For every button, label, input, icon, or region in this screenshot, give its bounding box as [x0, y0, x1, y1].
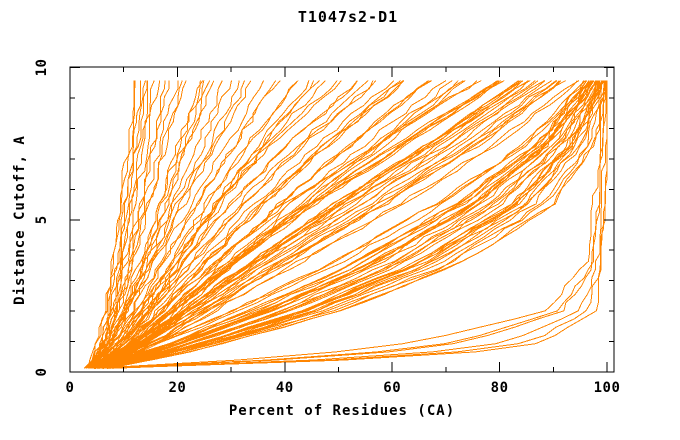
model-curve [104, 80, 607, 369]
model-curve [85, 80, 179, 369]
model-curve [93, 80, 377, 369]
model-curve [87, 80, 338, 369]
model-curve [92, 80, 478, 369]
x-tick-label: 80 [491, 380, 509, 396]
model-curve [90, 80, 587, 369]
model-curve [94, 80, 211, 369]
plot-title: T1047s2-D1 [297, 8, 399, 26]
model-curve [89, 80, 187, 369]
x-tick-label: 100 [594, 380, 621, 396]
model-curve [89, 80, 264, 369]
x-tick-label: 60 [383, 380, 401, 396]
model-curves-layer [83, 80, 608, 369]
model-curve [93, 80, 374, 369]
model-curve [98, 80, 326, 369]
model-curve [92, 80, 594, 369]
model-curve [95, 80, 588, 369]
model-curve [88, 80, 369, 369]
model-curve [93, 80, 358, 369]
model-curve [98, 80, 453, 369]
model-curve [102, 80, 607, 369]
model-curve [98, 80, 557, 369]
model-curve [102, 80, 597, 369]
model-curve [92, 80, 299, 369]
model-curve [96, 80, 530, 369]
model-curve [92, 80, 501, 369]
y-tick-label: 5 [34, 215, 50, 224]
model-curve [93, 80, 482, 369]
model-curve [90, 80, 148, 369]
model-curve [96, 80, 223, 369]
model-curve [99, 80, 536, 369]
model-curve [106, 80, 603, 369]
model-curve [98, 80, 545, 369]
model-curve [88, 80, 201, 369]
model-curve [83, 80, 240, 369]
x-tick-label: 20 [168, 380, 186, 396]
model-curve [100, 80, 604, 369]
model-curve [102, 80, 578, 369]
model-curve [94, 80, 594, 369]
model-curve [91, 80, 342, 369]
model-curve [102, 80, 604, 369]
model-curve [95, 80, 605, 369]
model-curve [86, 80, 135, 369]
model-curve [109, 80, 608, 369]
model-curve [97, 80, 592, 369]
model-curve [83, 80, 232, 369]
model-curve [97, 80, 553, 369]
model-curve [91, 80, 498, 369]
x-tick-label: 40 [276, 380, 294, 396]
model-curve [97, 80, 596, 369]
model-curve [89, 80, 252, 369]
model-curve [85, 80, 245, 369]
axes-layer: 0 20 40 60 80 100 0 5 10 [34, 59, 620, 396]
model-curve [104, 80, 580, 369]
model-curve [89, 80, 299, 369]
model-curve [89, 80, 281, 369]
model-curve [106, 80, 604, 369]
model-curve [95, 80, 505, 369]
model-curve [102, 80, 605, 369]
model-curve [87, 80, 136, 369]
model-curve [94, 80, 524, 369]
model-curve [101, 80, 558, 369]
y-tick-label: 0 [34, 368, 50, 377]
model-curve [99, 80, 601, 369]
model-curve [96, 80, 310, 369]
x-axis-label: Percent of Residues (CA) [228, 403, 456, 419]
model-curve [90, 80, 155, 369]
y-tick-label: 10 [34, 59, 50, 77]
model-curve [91, 80, 585, 369]
model-curve [98, 80, 531, 369]
model-curve [94, 80, 592, 369]
x-tick-label: 0 [66, 380, 75, 396]
